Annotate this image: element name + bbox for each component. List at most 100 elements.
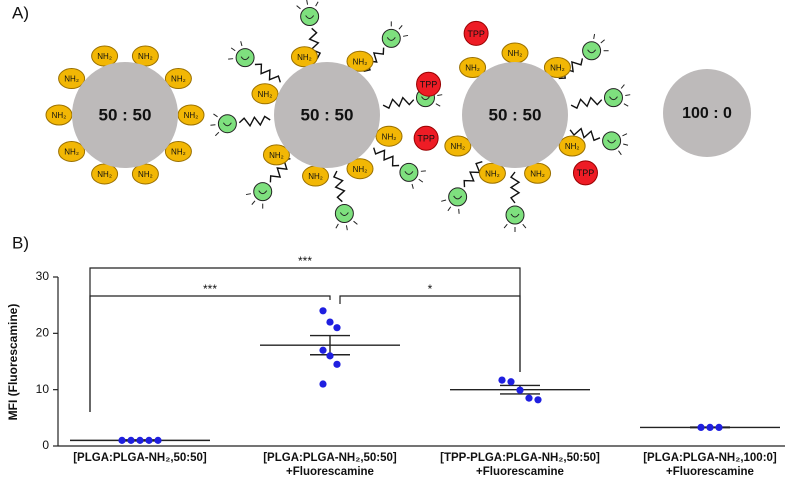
data-point [154, 436, 162, 444]
particle-ratio: 100 : 0 [682, 105, 732, 122]
significance-label: *** [203, 282, 217, 296]
glow-ray [296, 5, 301, 10]
glow-ray [335, 223, 339, 229]
linker [463, 161, 483, 188]
amine-group [459, 57, 487, 79]
amine-group [558, 135, 586, 157]
data-point [697, 423, 705, 432]
panel-label: A) [12, 3, 29, 22]
tpp-group [463, 20, 489, 46]
linker [332, 170, 346, 203]
fluorophore [253, 182, 273, 202]
tpp-label: TPP [417, 134, 435, 144]
amine-label: NH₂ [308, 172, 323, 181]
amine-label: NH₂ [97, 170, 112, 179]
amine-group [478, 162, 506, 184]
amine-label: NH₂ [138, 170, 153, 179]
fluorophore [217, 114, 237, 134]
linker [558, 58, 584, 80]
glow-ray [437, 94, 443, 97]
tpp-label: TPP [467, 29, 485, 39]
glow-ray [441, 199, 447, 202]
amine-group [543, 57, 571, 79]
glow-ray [345, 225, 348, 231]
tpp-group [413, 125, 439, 151]
tpp-group [416, 71, 442, 97]
data-point [525, 394, 533, 402]
glow-ray [245, 193, 251, 196]
linker [363, 47, 385, 72]
significance-bracket [339, 295, 521, 372]
linker [382, 96, 415, 110]
glow-ray [418, 178, 424, 183]
nanoparticle [72, 62, 178, 168]
x-tick-label: +Fluorescamine [476, 466, 564, 478]
glow-ray [230, 47, 236, 52]
amine-label: NH₂ [269, 151, 284, 160]
data-point [326, 318, 334, 326]
fluorophore-mark [453, 195, 463, 200]
fluorophore-mark [222, 122, 232, 127]
amine-group [131, 163, 159, 185]
linker [254, 63, 281, 83]
amine-label: NH₂ [184, 111, 199, 120]
linker [308, 27, 322, 60]
amine-label: NH₂ [382, 132, 397, 141]
amine-group [58, 140, 86, 162]
linker [570, 96, 603, 110]
fluorophore [235, 48, 255, 68]
data-point [333, 324, 341, 332]
amine-group [346, 50, 374, 72]
amine-label: NH₂ [64, 148, 79, 157]
fluorophore-mark [607, 139, 617, 144]
particle-ratio: 50 : 50 [99, 105, 152, 124]
significance-label: * [428, 282, 433, 296]
data-point [118, 436, 126, 444]
amine-group [131, 45, 159, 67]
y-tick-label: 0 [42, 438, 49, 452]
fluorophore-mark [386, 37, 396, 41]
amine-label: NH₂ [258, 90, 273, 99]
x-tick-label: [PLGA:PLGA-NH₂,50:50] [263, 452, 397, 464]
glow-ray [622, 133, 628, 137]
glow-ray [600, 39, 605, 44]
y-tick-label: 30 [36, 269, 50, 283]
panel-label: B) [12, 233, 29, 252]
data-point [516, 386, 524, 394]
fluorophore-mark [339, 212, 349, 216]
nanoparticle [274, 62, 380, 168]
amine-group [164, 68, 192, 90]
amine-group [91, 163, 119, 185]
nanoparticle [663, 69, 751, 157]
y-axis-label: MFI (Fluorescamine) [6, 304, 20, 421]
data-point [145, 436, 153, 444]
fluorophore [603, 88, 623, 108]
amine-label: NH₂ [465, 64, 480, 73]
x-tick-label: [PLGA:PLGA-NH₂,50:50] [73, 452, 207, 464]
amine-label: NH₂ [451, 142, 466, 151]
tpp-group [572, 160, 598, 186]
amine-label: NH₂ [171, 75, 186, 84]
data-point [706, 423, 714, 432]
amine-label: NH₂ [353, 165, 368, 174]
amine-group [262, 144, 290, 166]
amine-label: NH₂ [171, 148, 186, 157]
glow-ray [251, 200, 256, 205]
amine-label: NH₂ [530, 169, 545, 178]
amine-label: NH₂ [508, 49, 523, 58]
y-tick-label: 20 [36, 326, 50, 340]
linker [569, 127, 601, 142]
data-point [319, 307, 327, 315]
amine-group [251, 83, 279, 105]
data-point [498, 376, 506, 384]
glow-ray [398, 25, 403, 30]
glow-ray [213, 113, 218, 118]
fluorophore [505, 205, 525, 225]
amine-label: NH₂ [353, 57, 368, 66]
fluorophore-mark [258, 190, 268, 195]
fluorophore-mark [510, 213, 520, 218]
glow-ray [522, 223, 527, 229]
amine-group [375, 125, 403, 147]
fluorophore [399, 162, 419, 182]
